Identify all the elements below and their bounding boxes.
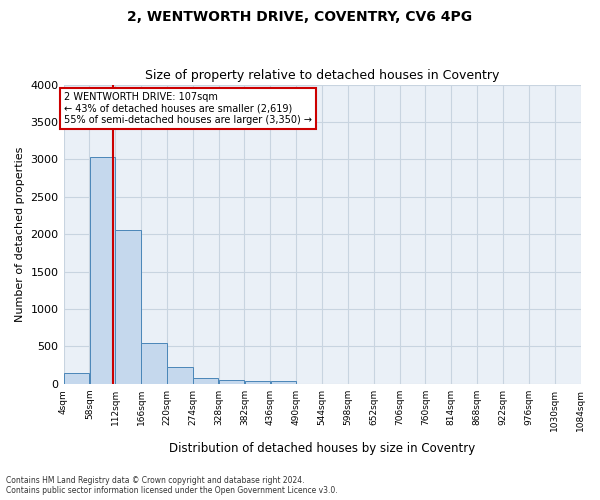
X-axis label: Distribution of detached houses by size in Coventry: Distribution of detached houses by size … (169, 442, 475, 455)
Text: 2, WENTWORTH DRIVE, COVENTRY, CV6 4PG: 2, WENTWORTH DRIVE, COVENTRY, CV6 4PG (127, 10, 473, 24)
Bar (89, 157, 115, 384)
Text: 2 WENTWORTH DRIVE: 107sqm
← 43% of detached houses are smaller (2,619)
55% of se: 2 WENTWORTH DRIVE: 107sqm ← 43% of detac… (64, 92, 312, 125)
Bar (193, 378, 218, 384)
Y-axis label: Number of detached properties: Number of detached properties (15, 146, 25, 322)
Bar (271, 381, 296, 384)
Bar (115, 230, 141, 384)
Bar (64, 372, 89, 384)
Bar (142, 343, 167, 384)
Title: Size of property relative to detached houses in Coventry: Size of property relative to detached ho… (145, 69, 499, 82)
Bar (245, 380, 270, 384)
Bar (219, 380, 244, 384)
Bar (167, 368, 193, 384)
Text: Contains HM Land Registry data © Crown copyright and database right 2024.
Contai: Contains HM Land Registry data © Crown c… (6, 476, 338, 495)
